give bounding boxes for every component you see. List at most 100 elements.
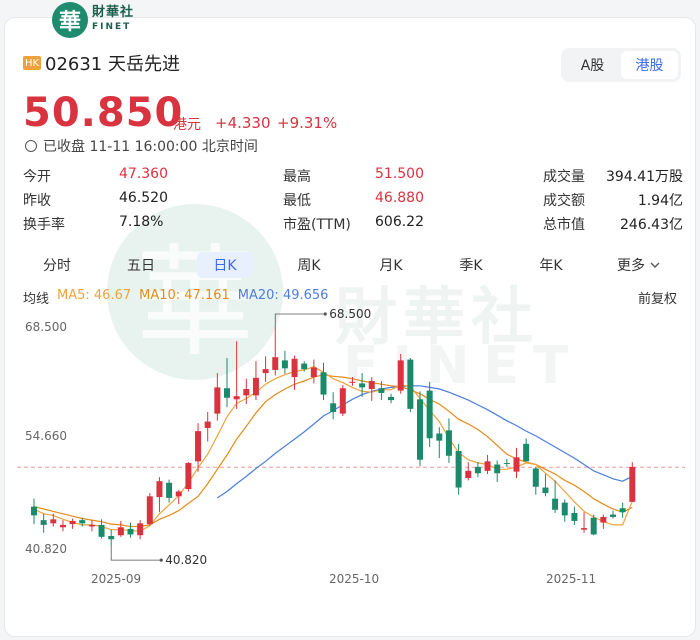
stat-open-label: 今开 (23, 169, 51, 185)
candle-body (69, 520, 76, 525)
stat-volume: 成交量 394.41万股 (543, 166, 683, 186)
clock-icon (25, 140, 37, 152)
candle-body (359, 383, 366, 388)
stat-market-cap-label: 总市值 (543, 217, 585, 233)
candle-body (349, 381, 356, 383)
tab-five-day[interactable]: 五日 (127, 258, 155, 274)
hk-share-button[interactable]: 港股 (621, 51, 678, 79)
stat-volume-label: 成交量 (543, 169, 585, 185)
stat-high-label: 最高 (283, 169, 311, 185)
y-tick-label: 68.500 (25, 320, 67, 334)
candle-body (629, 466, 636, 502)
candle-body (252, 377, 259, 396)
market-toggle: A股 港股 (561, 48, 681, 82)
candle-body (146, 496, 153, 525)
market-status: 已收盘 11-11 16:00:00 北京时间 (25, 136, 258, 156)
candle-body (474, 466, 481, 474)
stat-pe-value: 606.22 (375, 214, 424, 230)
candle-body (368, 381, 375, 389)
stat-turnover-rate-label: 换手率 (23, 217, 65, 233)
stat-amount-value: 1.94亿 (637, 193, 683, 209)
candle-body (339, 388, 346, 414)
candle-body (31, 506, 37, 516)
candle-body (417, 399, 423, 460)
candle-body (503, 462, 510, 464)
candlestick-chart: 68.500 54.660 40.820 2025-09 2025-10 202… (17, 307, 685, 586)
candle-body (281, 360, 288, 369)
price-unit: 港元 (173, 117, 201, 133)
candle-body (40, 520, 47, 525)
candle-body (532, 468, 539, 487)
tab-more-label: 更多 (617, 258, 645, 274)
finet-logo: 華 財華社 FINET (52, 2, 134, 38)
candle-body (127, 528, 134, 535)
candle-body (166, 482, 173, 498)
candle-body (590, 517, 597, 535)
logo-badge: 華 (52, 2, 88, 38)
tab-yearly-k[interactable]: 年K (539, 258, 563, 274)
candle-body (262, 369, 269, 374)
candle-body (494, 464, 501, 474)
ma-legend: 均线 MA5: 46.67 MA10: 47.161 MA20: 49.656 (23, 288, 328, 307)
candle-body (204, 421, 211, 428)
stat-amount-label: 成交额 (543, 193, 585, 209)
high-marker-dot (323, 312, 327, 316)
x-tick-label: 2025-11 (546, 572, 596, 586)
y-tick-label: 54.660 (25, 429, 67, 443)
tab-monthly-k[interactable]: 月K (379, 258, 403, 274)
stat-market-cap: 总市值 246.43亿 (543, 214, 683, 234)
candle-body (79, 520, 86, 524)
stat-turnover-rate: 换手率 7.18% (23, 214, 163, 234)
candle-body (513, 457, 520, 472)
candle-body (600, 516, 607, 523)
x-tick-label: 2025-09 (91, 572, 141, 586)
stat-amount: 成交额 1.94亿 (543, 190, 683, 210)
a-share-button[interactable]: A股 (580, 58, 605, 74)
ma20-value: MA20: 49.656 (237, 288, 329, 303)
stock-code-name: 02631 天岳先进 (45, 54, 180, 75)
candle-body (88, 524, 95, 527)
candle-body (378, 388, 385, 393)
ma10-value: MA10: 47.161 (139, 288, 230, 303)
high-marker-label: 68.500 (329, 307, 371, 321)
candle-body (445, 430, 452, 456)
period-tabs: 分时 五日 日K 周K 月K 季K 年K 更多 (5, 250, 695, 278)
forward-adjust-button[interactable]: 前复权 (638, 292, 678, 307)
candle-body (581, 528, 588, 530)
tab-quarterly-k[interactable]: 季K (459, 258, 483, 274)
candle-body (542, 487, 549, 494)
stat-open: 今开 47.360 (23, 166, 168, 186)
candle-body (397, 360, 404, 391)
candle-body (59, 524, 66, 528)
tab-daily-k[interactable]: 日K (197, 252, 253, 278)
candle-body (291, 358, 298, 378)
low-marker-dot (159, 558, 163, 562)
tab-weekly-k[interactable]: 周K (297, 258, 321, 274)
price-change-percent: +9.31% (277, 114, 338, 132)
candle-body (436, 433, 443, 441)
candle-body (156, 481, 163, 498)
stat-pe: 市盈(TTM) 606.22 (283, 214, 424, 234)
logo-name-en: FINET (92, 22, 132, 32)
chevron-down-icon (650, 262, 660, 268)
candle-body (523, 443, 530, 462)
candle-body (175, 491, 182, 497)
stat-high: 最高 51.500 (283, 166, 424, 186)
candle-body (185, 462, 192, 490)
candle-body (571, 512, 578, 521)
candle-body (619, 508, 626, 513)
ma-label: 均线 (23, 292, 50, 307)
high-marker-line (274, 313, 326, 327)
candle-body (195, 431, 202, 462)
stat-low-value: 46.880 (375, 190, 424, 206)
y-tick-label: 40.820 (25, 542, 67, 556)
x-tick-label: 2025-10 (329, 572, 379, 586)
low-marker-label: 40.820 (165, 553, 207, 567)
current-price: 50.850 (23, 90, 184, 136)
candle-body (388, 396, 395, 401)
quote-card: 華 財華社 FINET HK 02631 天岳先进 A股 港股 50.850 港… (5, 18, 695, 636)
tab-more[interactable]: 更多 (611, 252, 667, 278)
low-marker-line (110, 547, 162, 561)
candle-body (214, 387, 221, 414)
tab-intraday[interactable]: 分时 (43, 258, 71, 274)
